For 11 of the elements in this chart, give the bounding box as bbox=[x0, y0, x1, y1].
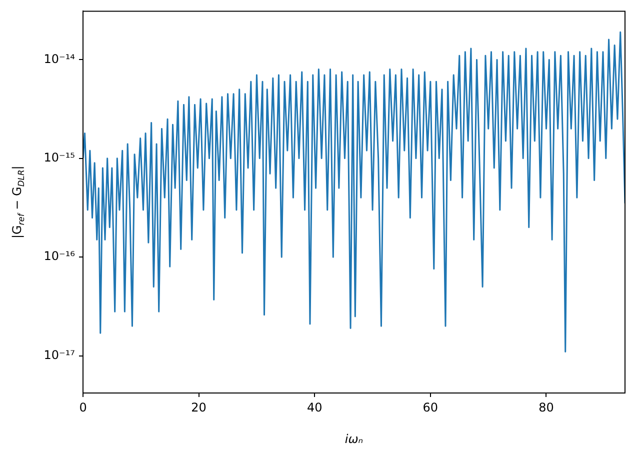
x-tick-label: 80 bbox=[538, 400, 554, 414]
x-tick-label: 0 bbox=[79, 400, 87, 414]
y-tick-label: 10⁻¹⁶ bbox=[44, 249, 76, 264]
y-tick-label: 10⁻¹⁴ bbox=[44, 52, 76, 66]
x-tick-label: 20 bbox=[191, 400, 206, 414]
y-axis-title: |Gref − GDLR| bbox=[10, 166, 26, 239]
x-tick-label: 40 bbox=[306, 400, 322, 414]
x-axis-title: iωₙ bbox=[344, 432, 364, 446]
x-tick-label: 60 bbox=[422, 400, 438, 414]
y-tick-label: 10⁻¹⁷ bbox=[44, 348, 76, 362]
y-tick-label: 10⁻¹⁵ bbox=[44, 150, 76, 165]
